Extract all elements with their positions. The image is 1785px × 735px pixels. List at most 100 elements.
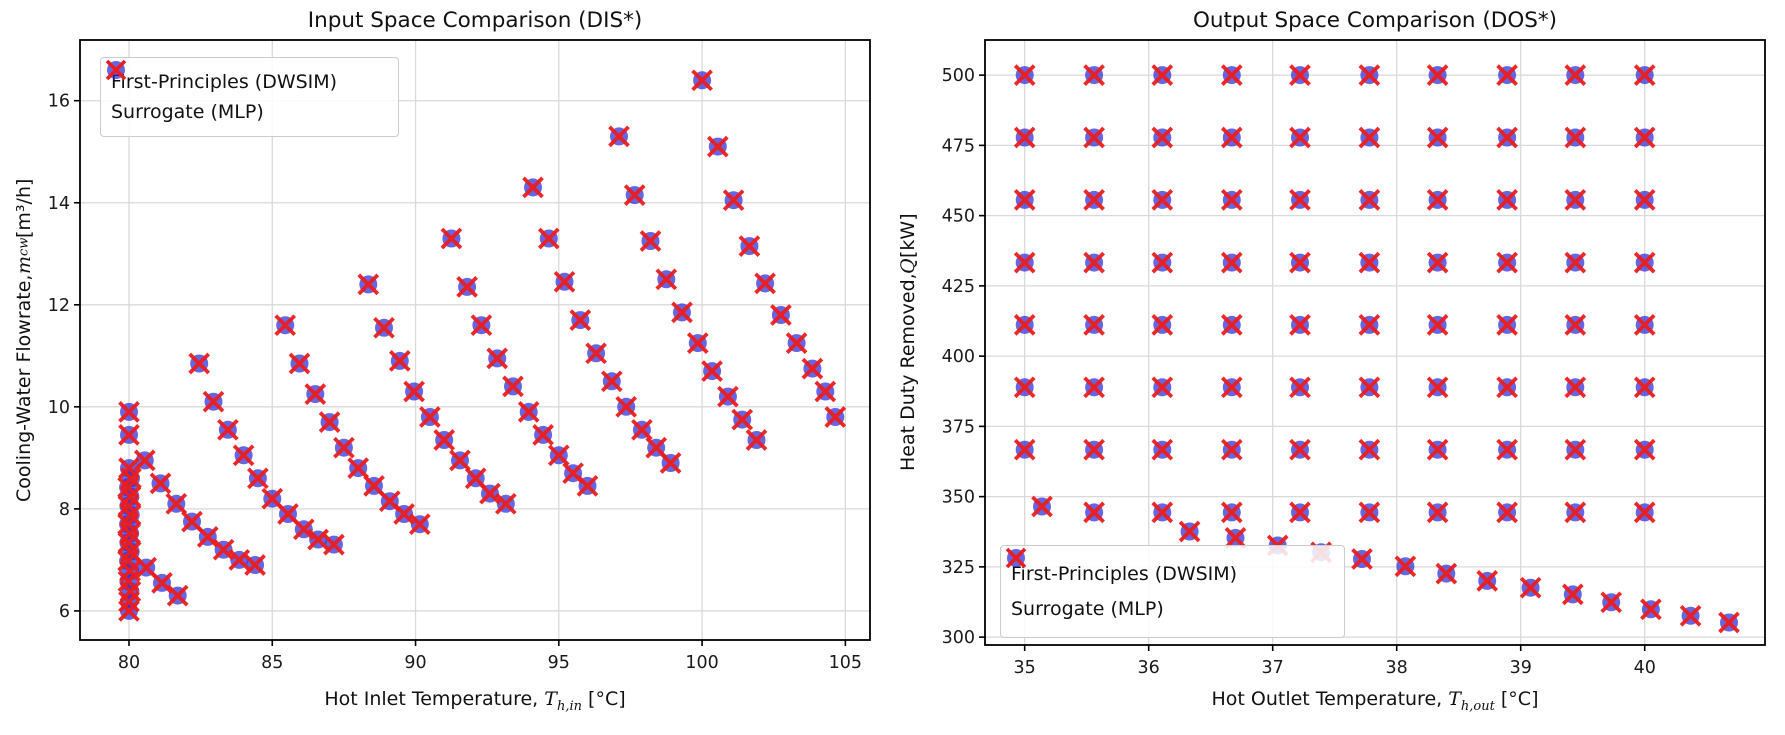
data-point-x: [1031, 495, 1053, 518]
data-point-x: [1633, 126, 1656, 149]
left-y-axis-label: Cooling-Water Flowrate, m cw [m³/h]: [6, 40, 42, 640]
data-point-x: [671, 301, 693, 324]
data-point-x: [745, 429, 768, 451]
data-point-x: [449, 449, 471, 472]
data-point-x: [1358, 126, 1381, 149]
x-tick-label: 90: [404, 653, 426, 673]
data-point-x: [1289, 126, 1311, 149]
data-point-x: [1426, 251, 1449, 274]
data-point-x: [1564, 438, 1587, 461]
data-point-x: [1013, 314, 1036, 336]
data-point-x: [1220, 501, 1243, 524]
left-y-label-unit: [m³/h]: [13, 178, 35, 238]
plot-frame: [984, 39, 1766, 646]
data-point-x: [1083, 376, 1105, 399]
x-tick-label: 105: [829, 653, 862, 673]
data-point-x: [347, 457, 370, 479]
data-point-x: [1220, 64, 1243, 86]
x-tick-label: 39: [1510, 658, 1532, 678]
data-point-x: [1358, 376, 1381, 399]
y-tick-label: 300: [942, 628, 975, 648]
data-point-x: [408, 513, 431, 536]
data-point-x: [165, 492, 188, 515]
data-point-x: [188, 352, 211, 375]
data-point-x: [333, 436, 355, 459]
data-point-x: [1633, 314, 1656, 336]
y-tick-label: 375: [942, 417, 975, 437]
left-x-label-unit: [°C]: [582, 688, 626, 710]
data-point-x: [1289, 438, 1311, 461]
data-point-x: [1564, 314, 1587, 336]
data-point-x: [1564, 251, 1587, 274]
data-points-first-principles: [119, 71, 845, 620]
data-point-x: [1394, 555, 1417, 578]
data-point-x: [1358, 251, 1381, 274]
right-y-label-unit: [kW]: [897, 213, 919, 259]
data-point-x: [1561, 583, 1584, 606]
x-tick-label: 35: [1014, 658, 1036, 678]
data-point-x: [403, 380, 425, 403]
data-point-x: [1679, 604, 1702, 627]
data-point-x: [1564, 64, 1587, 86]
data-point-x: [659, 452, 682, 474]
data-points-surrogate: [117, 69, 847, 622]
data-point-x: [770, 304, 792, 326]
data-point-x: [1426, 64, 1449, 86]
legend-item-mlp: Surrogate (MLP): [1005, 547, 1334, 620]
data-point-x: [1633, 251, 1656, 274]
data-point-x: [1151, 251, 1174, 274]
y-tick-label: 400: [942, 347, 975, 367]
data-point-x: [691, 69, 713, 92]
data-point-x: [118, 401, 140, 423]
data-point-x: [118, 590, 140, 613]
axes-ticks: 80 85 90 95 100 105 6 8 10 12 14 16: [48, 92, 862, 673]
y-tick-label: 350: [942, 488, 975, 508]
data-point-x: [217, 418, 239, 441]
data-point-x: [1013, 126, 1036, 149]
x-tick-label: 80: [118, 653, 140, 673]
data-point-x: [1633, 501, 1656, 524]
output-space-plot: 35 36 37 38 39 40 300 325 350 375 400 425 450 475 500: [942, 39, 1766, 678]
data-point-x: [1564, 501, 1587, 524]
data-point-x: [1220, 314, 1243, 336]
legend-item-dwsim: First-Principles (DWSIM): [1007, 549, 1334, 585]
data-point-x: [1151, 126, 1174, 149]
data-point-x: [1178, 520, 1201, 543]
data-point-x: [1351, 548, 1373, 570]
data-point-x: [1496, 314, 1518, 336]
data-point-x: [1083, 438, 1105, 461]
data-point-x: [1358, 314, 1381, 336]
data-point-x: [486, 347, 509, 370]
y-tick-label: 12: [48, 296, 70, 316]
data-point-x: [1220, 126, 1243, 149]
y-tick-label: 6: [59, 602, 70, 622]
legend-label: Surrogate (MLP): [111, 101, 264, 124]
data-point-x: [585, 342, 607, 365]
y-tick-label: 325: [942, 558, 975, 578]
data-point-x: [1718, 611, 1740, 634]
data-points-surrogate: [1013, 64, 1740, 634]
data-point-x: [1426, 189, 1449, 211]
data-point-x: [1426, 126, 1449, 149]
data-point-x: [517, 401, 540, 423]
data-point-x: [133, 449, 156, 472]
data-point-x: [738, 235, 761, 257]
data-point-x: [1083, 64, 1105, 86]
data-point-x: [1600, 591, 1623, 614]
right-x-label-sub: h,out: [1460, 698, 1495, 714]
data-point-x: [754, 272, 776, 295]
data-point-x: [731, 408, 754, 431]
data-point-x: [1220, 438, 1243, 461]
data-point-x: [1289, 501, 1311, 524]
right-y-label-text: Heat Duty Removed,: [897, 273, 919, 472]
left-x-label-sub: h,in: [556, 698, 583, 714]
data-point-x: [1013, 189, 1036, 211]
data-point-x: [1426, 314, 1449, 336]
legend-label: First-Principles (DWSIM): [1011, 563, 1238, 585]
data-point-x: [1426, 501, 1449, 524]
right-x-axis-label: Hot Outlet Temperature, Th,out [°C]: [985, 688, 1765, 714]
y-tick-label: 10: [48, 398, 70, 418]
data-point-x: [304, 383, 327, 405]
